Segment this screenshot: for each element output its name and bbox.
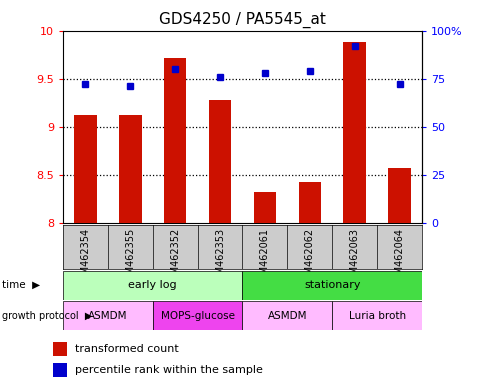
Bar <box>332 301 421 330</box>
Text: growth protocol  ▶: growth protocol ▶ <box>2 311 92 321</box>
Text: early log: early log <box>128 280 177 290</box>
Bar <box>53 363 67 377</box>
Bar <box>63 271 242 300</box>
Text: GSM462063: GSM462063 <box>349 228 359 287</box>
Text: GSM462062: GSM462062 <box>304 228 314 287</box>
Bar <box>119 115 141 223</box>
Bar <box>74 115 96 223</box>
Text: GSM462061: GSM462061 <box>259 228 270 287</box>
Text: Luria broth: Luria broth <box>348 311 405 321</box>
Text: percentile rank within the sample: percentile rank within the sample <box>75 365 263 375</box>
Bar <box>164 58 186 223</box>
Text: time  ▶: time ▶ <box>2 280 41 290</box>
Bar <box>343 42 365 223</box>
Bar <box>53 342 67 356</box>
Text: stationary: stationary <box>303 280 360 290</box>
Bar <box>63 301 152 330</box>
Bar <box>242 271 421 300</box>
Bar <box>388 168 410 223</box>
Bar <box>298 182 320 223</box>
Bar <box>253 192 275 223</box>
Bar <box>242 301 332 330</box>
Bar <box>152 301 242 330</box>
Text: GSM462354: GSM462354 <box>80 228 91 287</box>
Text: ASMDM: ASMDM <box>267 311 306 321</box>
Text: ASMDM: ASMDM <box>88 311 127 321</box>
Title: GDS4250 / PA5545_at: GDS4250 / PA5545_at <box>159 12 325 28</box>
Text: GSM462353: GSM462353 <box>214 228 225 287</box>
Text: MOPS-glucose: MOPS-glucose <box>160 311 234 321</box>
Text: GSM462352: GSM462352 <box>170 228 180 287</box>
Text: GSM462355: GSM462355 <box>125 228 135 287</box>
Text: GSM462064: GSM462064 <box>393 228 404 287</box>
Text: transformed count: transformed count <box>75 344 179 354</box>
Bar <box>209 100 231 223</box>
